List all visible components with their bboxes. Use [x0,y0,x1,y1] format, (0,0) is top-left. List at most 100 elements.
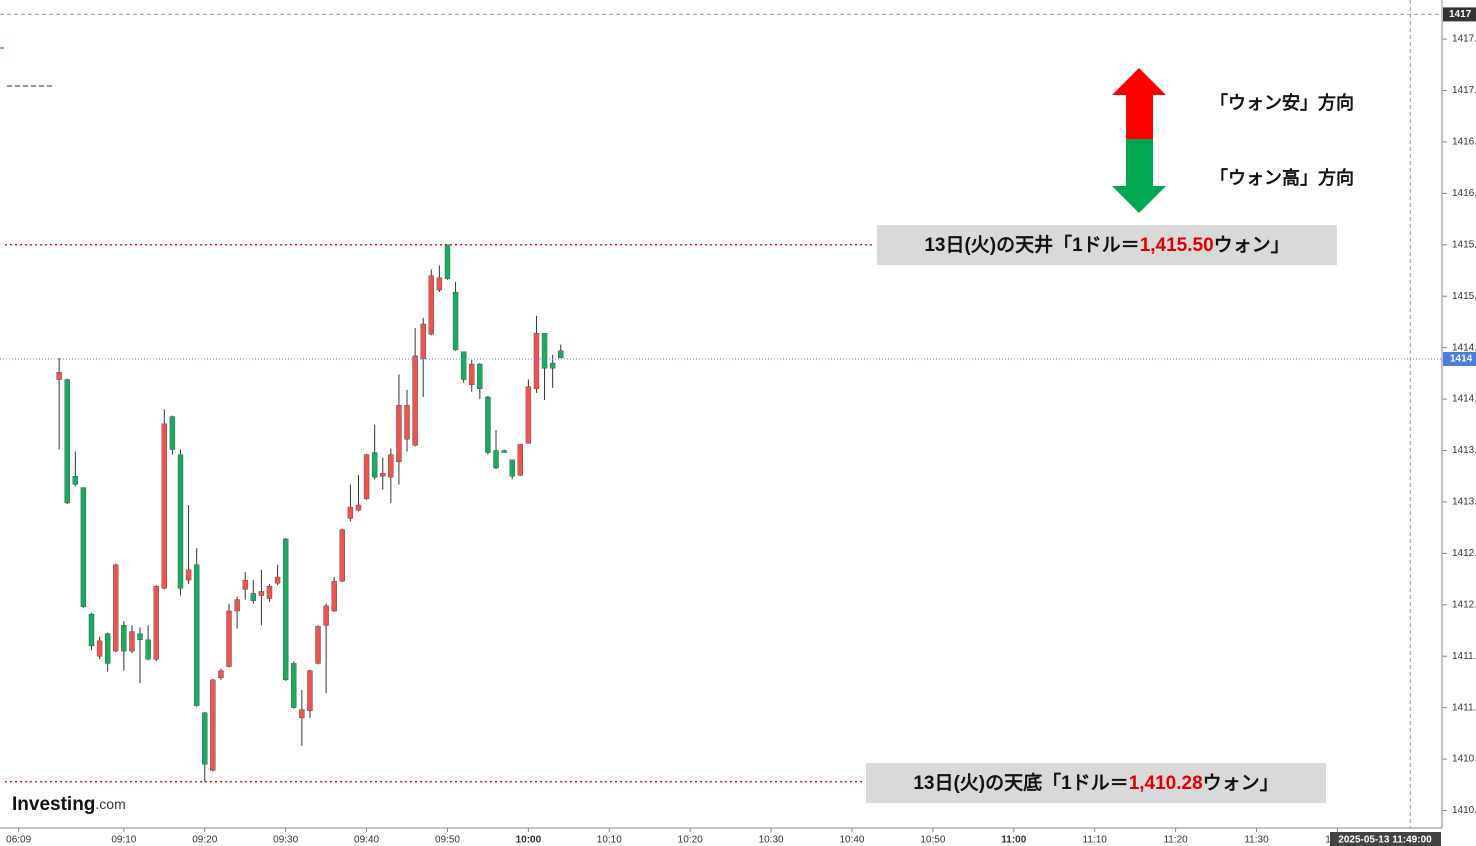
x-tick-label: 10:40 [839,835,864,846]
candle-body [428,275,434,335]
x-tick-label: 11:30 [1244,835,1269,846]
candle-body [193,564,200,706]
annotation-part: 1,415.50 [1140,235,1214,256]
crosshair-label: 2025-05-13 11:49:00 [1338,835,1432,846]
y-tick-label: 1412.00 [1452,599,1476,610]
candle-body [315,626,321,664]
candle-body [104,633,111,664]
candle-body [469,363,475,385]
x-tick-label: 09:20 [192,835,217,846]
candle-body [177,454,184,589]
up-arrow [1112,68,1166,139]
candle-body [436,277,443,291]
x-tick-label: 10:30 [759,835,784,846]
y-tick-label: 1415.00 [1452,291,1476,302]
candle-body [380,472,386,477]
candle-body [485,396,491,453]
candle-body [307,670,313,711]
candle-body [145,639,151,660]
y-tick-label: 1412.50 [1452,548,1476,559]
y-tick-label: 1410.00 [1452,805,1476,816]
candle-body [202,712,208,765]
candle-body [169,416,176,450]
x-tick-label: 11:10 [1083,835,1108,846]
candle-body [121,625,127,652]
candle-body [234,599,240,612]
candle-body [371,452,378,478]
candle-body [509,459,515,477]
candle-body [355,504,362,511]
candle-body [266,586,273,599]
y-tick-label: 1416.50 [1452,137,1476,148]
candle-body [331,580,337,612]
x-tick-label: 09:50 [435,835,460,846]
x-tick-label: 11:20 [1163,835,1188,846]
x-tick-label: 10:00 [516,835,542,846]
y-tick-label: 1411.00 [1452,702,1476,713]
y-tick-label: 1414.50 [1452,342,1476,353]
legend-label: 「ウォン高」方向 [1210,167,1354,188]
candle-body [72,476,79,485]
candle-body [56,372,62,380]
annotation-part: 13日(火)の天井「1ドル＝ [924,233,1139,256]
candle-body [517,444,523,476]
candle-body [541,333,548,369]
y-tick-label: 1416.00 [1452,188,1476,199]
candle-body [210,679,216,771]
watermark: Investing.com [12,794,126,815]
candle-body [96,640,103,657]
candle-body [549,362,556,369]
watermark-domain: .com [95,796,125,812]
candle-body [396,405,402,463]
down-arrow [1112,139,1166,213]
candle-body [460,351,467,380]
candle-body [493,450,499,469]
top-marker-label: 1417 [1449,9,1472,20]
candle-body [185,569,192,581]
candle-body [258,591,265,596]
candle-body [477,363,483,390]
annotation: 13日(火)の天底「1ドル＝1,410.28ウォン」 [913,771,1278,794]
candle-body [80,487,87,608]
annotation-part: 13日(火)の天底「1ドル＝ [913,771,1128,794]
x-tick-label: 09:40 [354,835,379,846]
last-price-box [1443,351,1476,366]
x-tick-label: 09:30 [273,835,298,846]
annotation-box [866,763,1326,803]
candle-body [444,244,451,279]
candle-body [525,386,532,444]
candle-body [242,579,248,590]
annotation: 13日(火)の天井「1ドル＝1,415.50ウォン」 [924,233,1289,256]
y-tick-label: 1411.50 [1452,651,1476,662]
x-tick-label: 09:10 [111,835,136,846]
candle-body [226,610,232,667]
candle-body [558,350,564,359]
x-tick-label: 11:00 [1001,835,1026,846]
candle-body [323,605,329,626]
y-tick-label: 1413.00 [1452,497,1476,508]
candle-body [291,663,297,708]
y-tick-label: 1417.00 [1452,85,1476,96]
candle-body [282,538,289,681]
x-tick-label: 06:09 [6,835,31,846]
candle-body [137,633,143,640]
annotation-part: ウォン」 [1214,234,1290,256]
y-tick-label: 1417.50 [1452,34,1476,45]
candle-body [153,586,159,660]
candle-body [88,613,95,647]
top-marker-box [1443,7,1476,22]
candle-body [501,450,507,453]
x-tick-label: 10:50 [920,835,945,846]
y-tick-label: 1413.50 [1452,445,1476,456]
candle-body [64,379,70,504]
annotation-part: ウォン」 [1203,772,1279,794]
candle-body [452,291,459,350]
candle-body [161,423,168,589]
candle-body [299,709,305,719]
candle-body [339,529,345,582]
candle-body [274,576,281,584]
candle-body [113,564,119,652]
annotation-part: 1,410.28 [1129,773,1203,794]
